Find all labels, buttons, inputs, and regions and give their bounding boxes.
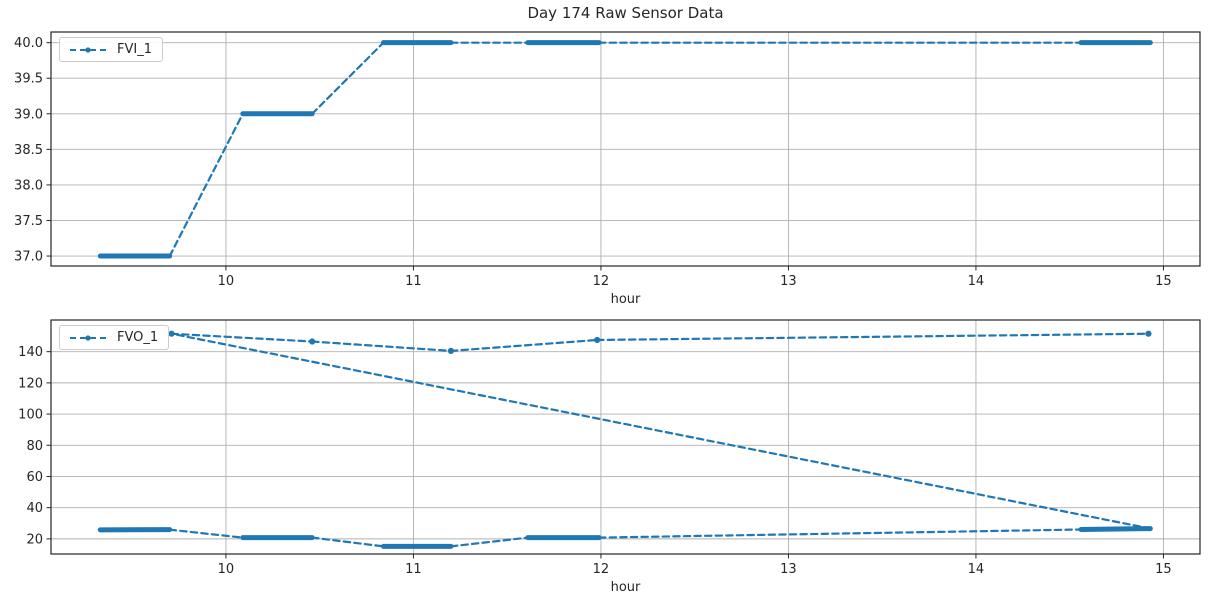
series-marker-dot: [1145, 330, 1152, 337]
y-tick-label: 60: [26, 470, 43, 485]
x-tick-label: 15: [1155, 562, 1172, 577]
y-tick-label: 37.5: [14, 214, 43, 229]
legend-dashed-line-icon: [70, 46, 106, 53]
series-dashed-segment: [596, 332, 1150, 342]
y-tick-label: 40.0: [14, 36, 43, 51]
y-tick-label: 38.5: [14, 143, 43, 158]
legend-dashed-line-icon: [70, 334, 106, 341]
y-tick-label: 20: [26, 532, 43, 547]
y-tick-label: 120: [18, 376, 43, 391]
series-dashed-segment: [597, 528, 1083, 539]
legend-label-fvi: FVI_1: [117, 42, 152, 57]
series-dense-segment: [1078, 526, 1153, 533]
plot-border: [50, 319, 1201, 555]
y-tick-label: 80: [26, 439, 43, 454]
y-tick-label: 37.0: [14, 250, 43, 265]
x-tick-label: 10: [218, 562, 235, 577]
y-tick-label: 100: [18, 408, 43, 423]
x-tick-label: 10: [218, 274, 235, 289]
y-tick-label: 140: [18, 345, 43, 360]
x-tick-label: 12: [593, 274, 610, 289]
series-dashed-segment: [311, 340, 453, 352]
series-marker-dot: [168, 330, 175, 337]
series-dashed-segment: [311, 41, 385, 115]
x-tick-label: 15: [1155, 274, 1172, 289]
x-tick-label: 14: [968, 562, 985, 577]
legend-fvo: FVO_1: [59, 325, 170, 350]
x-axis-label-top: hour: [610, 292, 641, 307]
series-dashed-segment: [168, 112, 244, 258]
series-dashed-segment: [311, 536, 385, 548]
x-tick-label: 13: [780, 562, 797, 577]
y-tick-label: 40: [26, 501, 43, 516]
legend-label-fvo: FVO_1: [117, 330, 159, 345]
series-marker-dot: [309, 338, 316, 345]
series-dashed-segment: [449, 536, 529, 548]
plot-border: [50, 31, 1201, 267]
series-dashed-segment: [449, 338, 599, 352]
x-tick-label: 11: [405, 562, 422, 577]
y-tick-label: 38.0: [14, 178, 43, 193]
series-marker-dot: [594, 336, 601, 344]
x-tick-label: 14: [968, 274, 985, 289]
legend-fvi: FVI_1: [59, 37, 163, 62]
series-dashed-segment: [170, 332, 314, 343]
x-tick-label: 12: [593, 562, 610, 577]
series-dashed-segment: [170, 332, 1152, 530]
series-marker-dot: [447, 347, 455, 354]
figure-title: Day 174 Raw Sensor Data: [527, 4, 724, 22]
x-tick-label: 13: [780, 274, 797, 289]
y-tick-label: 39.5: [14, 72, 43, 87]
y-tick-label: 39.0: [14, 107, 43, 122]
x-axis-label-bottom: hour: [610, 580, 641, 595]
x-tick-label: 11: [405, 274, 422, 289]
series-dashed-segment: [168, 528, 244, 539]
